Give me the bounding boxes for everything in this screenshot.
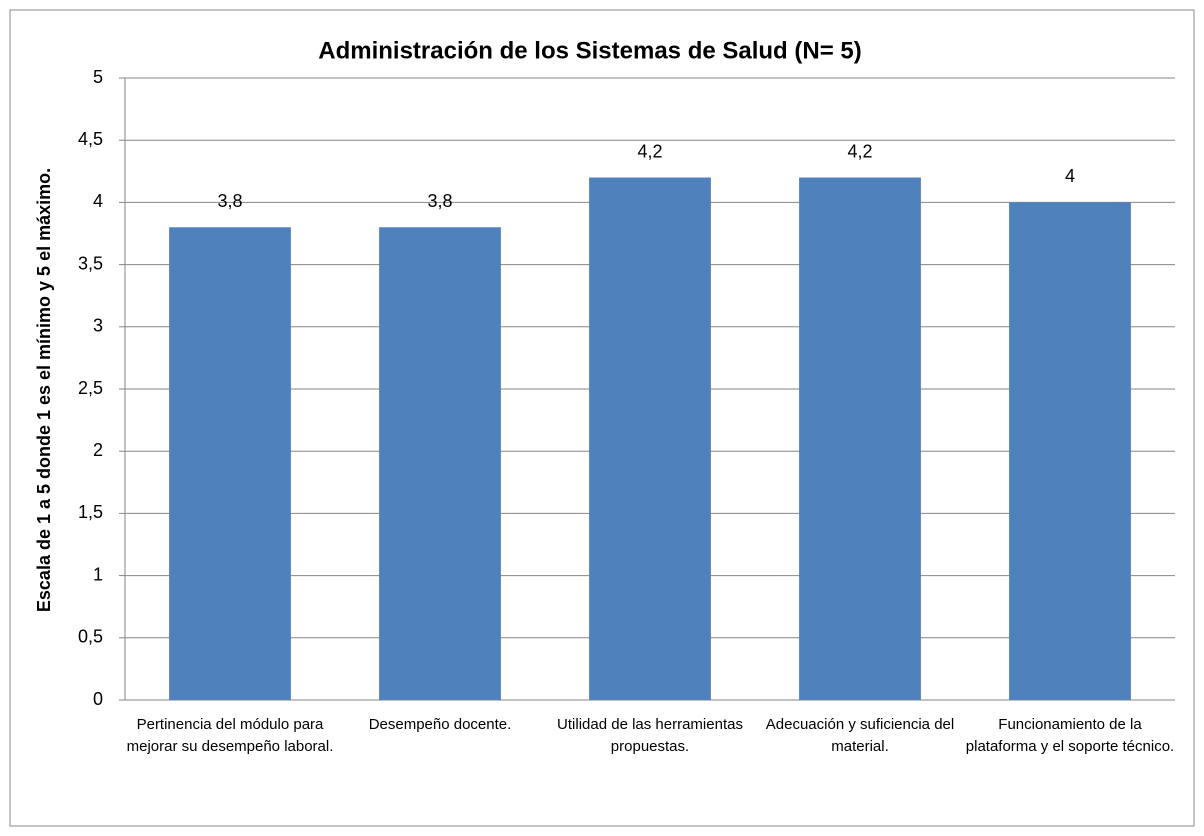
bar <box>589 177 711 700</box>
value-label: 4 <box>1065 166 1075 186</box>
x-tick-label: Funcionamiento de la plataforma y el sop… <box>965 716 1175 755</box>
x-tick-label: Desempeño docente. <box>368 716 512 733</box>
y-tick-label: 4 <box>93 191 103 211</box>
y-tick-label: 2 <box>93 440 103 460</box>
y-tick-label: 1 <box>93 564 103 584</box>
y-tick-label: 3 <box>93 316 103 336</box>
bar <box>169 227 291 700</box>
x-tick-label: Adecuación y suficiencia del material. <box>765 716 955 755</box>
y-tick-label: 4,5 <box>78 129 103 149</box>
y-tick-label: 1,5 <box>78 502 103 522</box>
y-tick-label: 3,5 <box>78 253 103 273</box>
bar <box>799 177 921 700</box>
y-axis-label: Escala de 1 a 5 donde 1 es el mínimo y 5… <box>34 168 54 612</box>
y-tick-label: 0,5 <box>78 627 103 647</box>
y-tick-label: 0 <box>93 689 103 709</box>
value-label: 3,8 <box>217 191 242 211</box>
y-tick-label: 5 <box>93 67 103 87</box>
value-label: 4,2 <box>637 141 662 161</box>
bar <box>1009 202 1131 700</box>
x-tick-label: Utilidad de las herramientas propuestas. <box>557 716 743 755</box>
value-label: 3,8 <box>427 191 452 211</box>
chart-title: Administración de los Sistemas de Salud … <box>318 37 861 64</box>
y-tick-label: 2,5 <box>78 378 103 398</box>
bar <box>379 227 501 700</box>
value-label: 4,2 <box>847 141 872 161</box>
x-tick-label: Pertinencia del módulo para mejorar su d… <box>126 716 334 755</box>
